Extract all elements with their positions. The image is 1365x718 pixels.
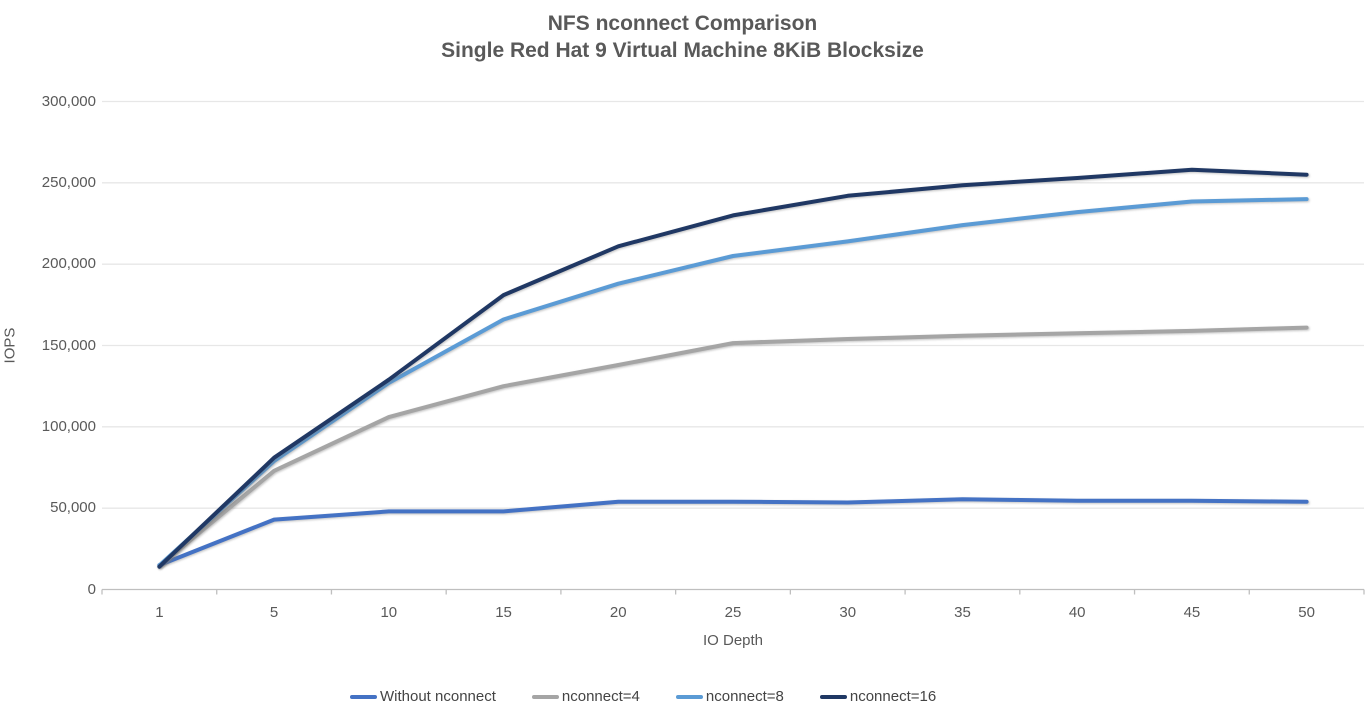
x-tick-label: 20 [609,604,627,621]
x-tick-label: 40 [1068,604,1086,621]
y-tick-label: 150,000 [41,336,96,354]
plot-area-svg [101,100,1365,595]
series-line-without-nconnect [157,497,1309,568]
y-tick-label: 200,000 [41,255,96,273]
x-tick-label: 10 [380,604,398,621]
legend-swatch-icon [350,694,377,700]
series-line-nconnect-16 [157,167,1309,569]
y-tick-label: 100,000 [41,417,96,435]
legend-swatch-icon [819,694,847,700]
legend-item-without-nconnect: Without nconnect [350,688,496,706]
legend-label: nconnect=8 [705,688,784,705]
legend-label: nconnect=4 [561,688,640,705]
y-tick-label: 0 [87,580,96,598]
legend-swatch-icon [531,694,559,700]
y-tick-label: 250,000 [41,173,96,191]
x-tick-label: 25 [724,604,742,621]
series-line-nconnect-8 [157,197,1309,568]
x-tick-label: 50 [1298,604,1315,621]
y-tick-label: 300,000 [41,92,96,110]
x-tick-label: 30 [839,604,857,621]
legend-label: Without nconnect [380,688,496,705]
chart-title: NFS nconnect Comparison Single Red Hat 9… [0,10,1365,64]
x-tick-label: 15 [495,604,512,621]
y-tick-label: 50,000 [50,499,96,517]
x-tick-label: 5 [269,604,279,621]
legend-swatch-icon [675,694,703,700]
legend: Without nconnect nconnect=4 nconnect=8 ncon… [350,688,936,706]
x-tick-label: 45 [1183,604,1201,621]
legend-item-nconnect-8: nconnect=8 [675,688,784,706]
legend-item-nconnect-4: nconnect=4 [531,688,640,706]
legend-label: nconnect=16 [849,688,937,705]
x-axis-title: IO Depth [702,632,764,649]
series-line-nconnect-4 [157,325,1309,568]
x-tick-label: 35 [954,604,971,621]
x-tick-label: 1 [155,604,164,621]
chart-title-line2: Single Red Hat 9 Virtual Machine 8KiB Bl… [441,39,924,62]
y-axis-title: IOPS [1,327,19,364]
legend-item-nconnect-16: nconnect=16 [819,688,937,706]
chart-title-line1: NFS nconnect Comparison [547,12,818,35]
